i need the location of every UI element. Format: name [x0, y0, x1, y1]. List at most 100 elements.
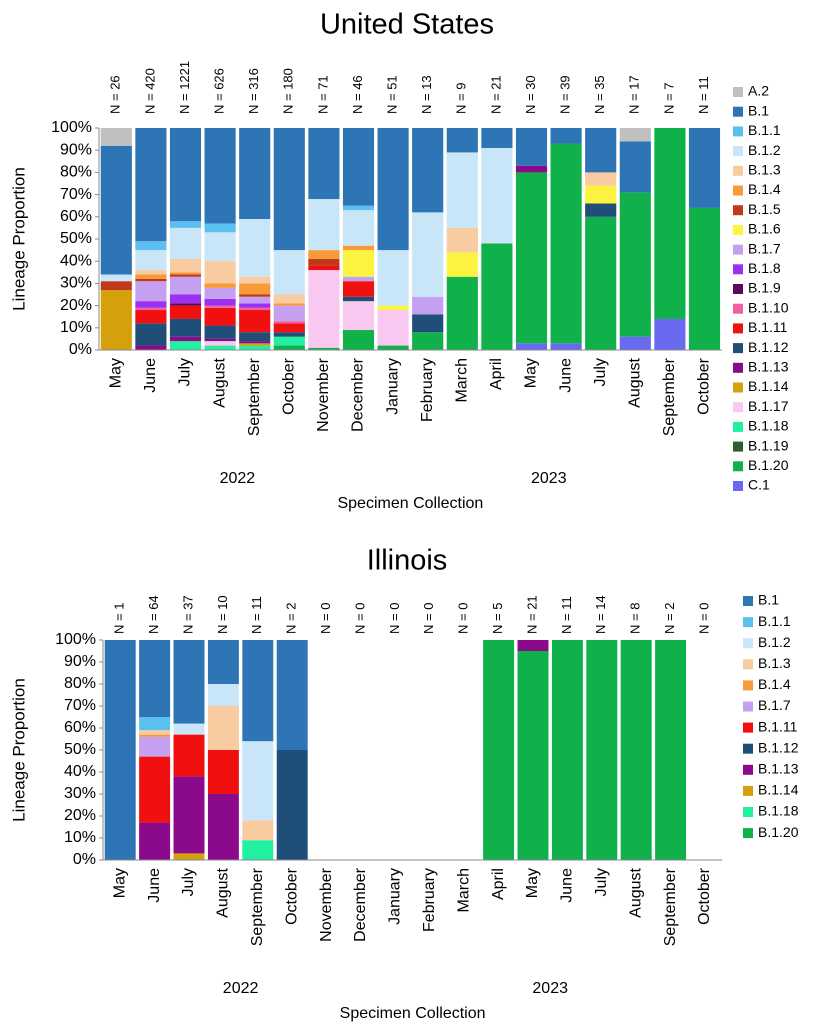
legend-swatch: [733, 205, 743, 216]
bar-segment: [239, 341, 271, 344]
legend-label: B.1.3: [758, 655, 791, 671]
legend-label: B.1.12: [748, 339, 789, 355]
sample-size-label: N = 180: [281, 68, 296, 114]
legend-label: B.1.17: [748, 398, 789, 414]
bar-segment: [342, 296, 375, 302]
legend-swatch: [733, 362, 743, 373]
bar-segment: [585, 185, 617, 204]
chart: Illinois 0% 10% 20% 30% 40% 50% 60% 70% 80% 90% 100…: [9, 545, 798, 1023]
x-tick-label: June: [557, 358, 574, 393]
bar-segment: [135, 274, 167, 279]
y-tick-label: 100%: [55, 631, 96, 648]
bar-segment: [204, 307, 236, 326]
x-tick-label: March: [454, 358, 471, 402]
bar-segment: [139, 734, 171, 737]
bar-segment: [207, 794, 239, 860]
bar-segment: [135, 323, 167, 346]
bar-segment: [239, 294, 271, 297]
bar-segment: [139, 822, 171, 860]
bar-segment: [104, 640, 136, 860]
legend-swatch: [733, 284, 743, 294]
legend-label: B.1: [748, 102, 769, 118]
x-tick-label: November: [318, 867, 335, 941]
x-tick-label: May: [111, 868, 128, 898]
x-tick-label: August: [215, 867, 232, 917]
legend-label: B.1.10: [748, 299, 789, 315]
sample-size-label: N = 64: [146, 595, 161, 634]
bar-segment: [273, 336, 305, 346]
sample-size-label: N = 11: [249, 596, 264, 634]
x-tick-label: January: [387, 868, 404, 925]
y-tick-label: 80%: [60, 164, 92, 181]
bar-segment: [239, 276, 271, 284]
bar-segment: [169, 227, 202, 259]
bar-segment: [308, 250, 340, 259]
bar-segment: [239, 307, 271, 311]
bar-segment: [169, 336, 202, 342]
legend-label: B.1.8: [748, 260, 781, 276]
bar-segment: [481, 147, 513, 244]
x-tick-label: May: [108, 358, 125, 388]
x-tick-label: April: [490, 868, 507, 900]
x-tick-label: June: [142, 358, 159, 393]
bar-segment: [135, 241, 167, 251]
legend-label: B.1.3: [748, 162, 781, 178]
legend-swatch: [743, 638, 753, 649]
x-tick-label: December: [352, 867, 369, 941]
bar-segment: [481, 243, 513, 350]
legend-swatch: [733, 481, 743, 491]
bar-segment: [239, 310, 271, 333]
x-tick-label: October: [696, 357, 713, 415]
bar-segment: [654, 128, 686, 319]
y-axis-label: Lineage Proportion: [9, 167, 28, 311]
bar-segment: [273, 321, 305, 324]
bar-segment: [342, 281, 375, 297]
sample-size-label: N = 17: [627, 75, 642, 114]
legend-label: B.1.2: [758, 634, 791, 650]
bar-segment: [273, 303, 305, 306]
bar-segment: [688, 128, 721, 208]
bar-segment: [135, 270, 167, 275]
bar-segment: [239, 303, 271, 308]
x-axis-label: Specimen Collection: [340, 1005, 486, 1022]
bar-segment: [308, 347, 340, 350]
sample-size-label: N = 626: [212, 68, 227, 114]
x-tick-label: July: [593, 868, 610, 896]
legend-swatch: [733, 146, 743, 157]
bar-segment: [173, 734, 205, 777]
bar-segment: [169, 276, 202, 295]
x-tick-label: October: [281, 357, 298, 415]
sample-size-label: N = 11: [559, 596, 574, 634]
bar-segment: [517, 651, 549, 860]
legend-swatch: [733, 185, 743, 196]
sample-size-label: N = 71: [315, 75, 330, 114]
x-tick-label: February: [421, 868, 438, 932]
x-tick-label: August: [627, 867, 644, 917]
bar-segment: [204, 128, 236, 224]
legend-label: B.1.9: [748, 280, 781, 296]
y-tick-label: 10%: [60, 319, 92, 336]
bar-segment: [169, 258, 202, 273]
legend-swatch: [743, 785, 753, 796]
legend-swatch: [743, 659, 753, 670]
legend-swatch: [733, 421, 743, 432]
bar-segment: [446, 252, 478, 277]
bar-segment: [173, 776, 205, 854]
bar-segment: [135, 307, 167, 311]
legend-swatch: [743, 743, 753, 754]
bar-segment: [239, 343, 271, 346]
bar-segment: [239, 332, 271, 342]
legend-label: B.1.20: [748, 457, 789, 473]
bar-segment: [517, 640, 549, 651]
bar-segment: [655, 640, 687, 860]
bar-segment: [585, 216, 617, 350]
y-tick-label: 80%: [64, 675, 96, 692]
bar-segment: [481, 128, 513, 148]
sample-size-label: N = 0: [318, 603, 333, 634]
bar-segment: [377, 305, 409, 311]
sample-size-label: N = 420: [142, 68, 157, 114]
x-tick-label: September: [246, 357, 263, 436]
legend-label: C.1: [748, 477, 770, 493]
x-tick-label: July: [592, 358, 609, 386]
